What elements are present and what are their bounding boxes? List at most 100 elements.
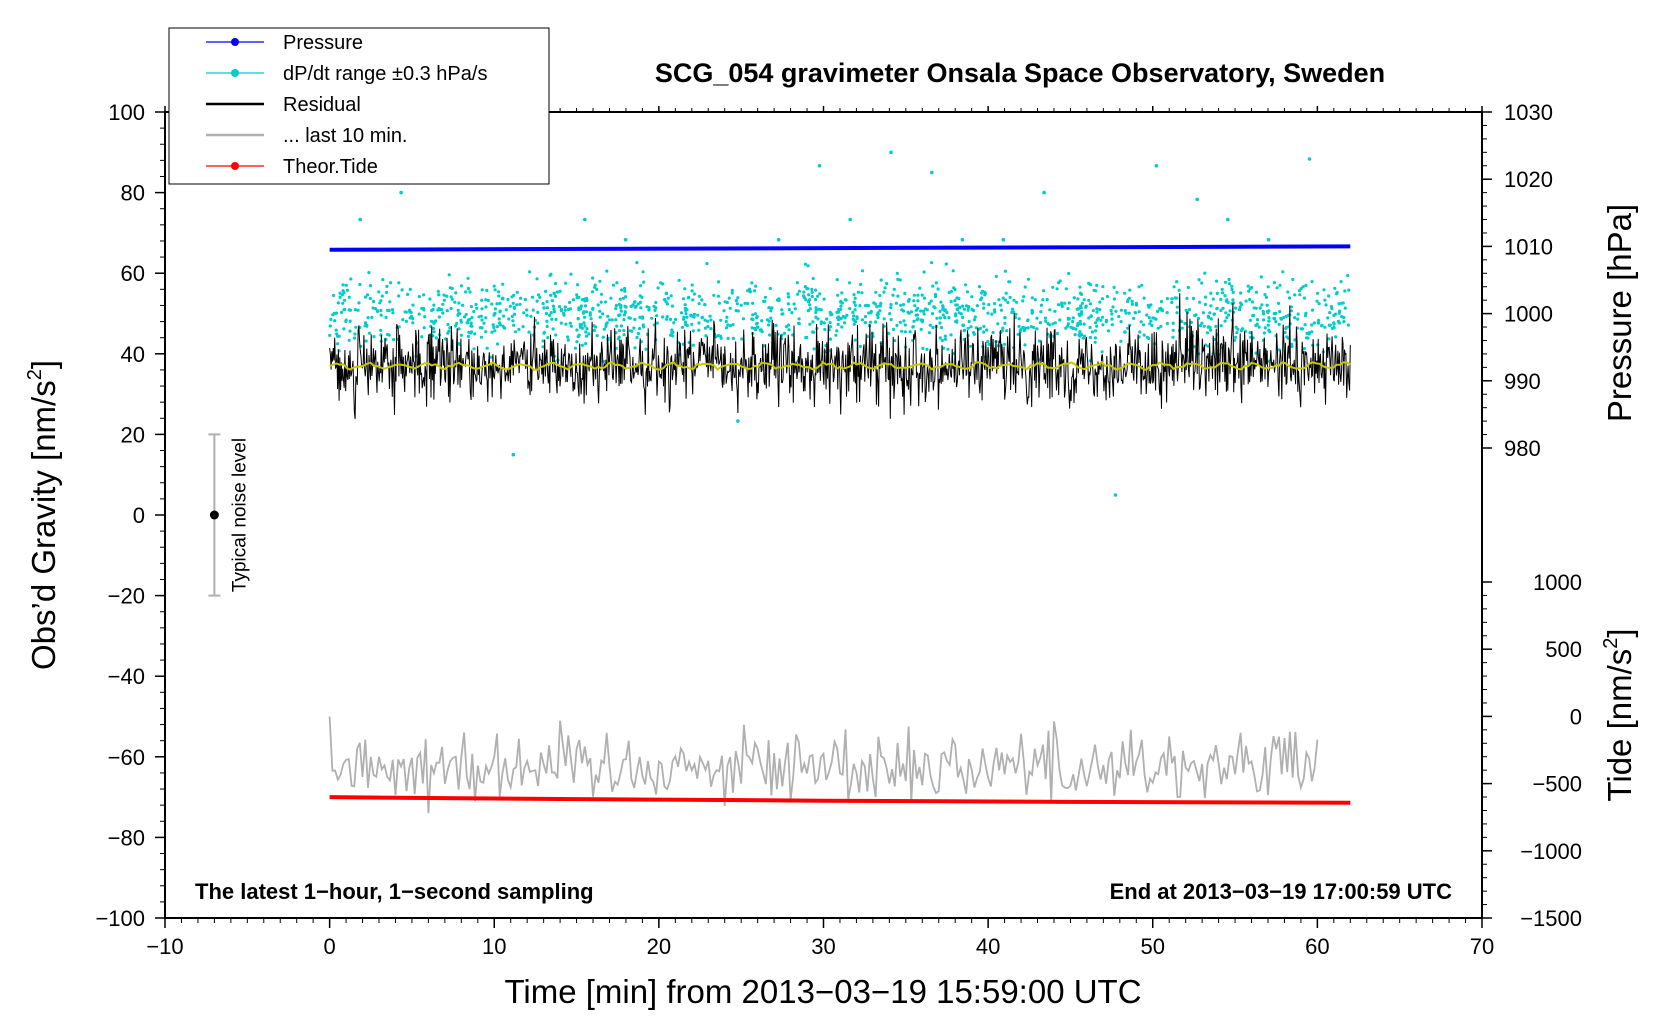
dpdt-point <box>1185 296 1189 300</box>
dpdt-point <box>666 296 670 300</box>
dpdt-point <box>808 322 812 326</box>
dpdt-point <box>363 321 368 325</box>
dpdt-point <box>1227 277 1231 282</box>
dpdt-point <box>445 294 449 298</box>
dpdt-point <box>1067 301 1071 305</box>
dpdt-point <box>1088 302 1092 306</box>
dpdt-point <box>1145 335 1150 339</box>
dpdt-point <box>1030 311 1034 315</box>
dpdt-point <box>931 326 935 330</box>
dpdt-point <box>589 317 593 321</box>
dpdt-point <box>609 296 613 300</box>
dpdt-point <box>568 307 573 311</box>
dpdt-point <box>535 277 539 281</box>
dpdt-point <box>1310 323 1314 327</box>
dpdt-point <box>1255 322 1259 326</box>
dpdt-point <box>390 308 395 312</box>
dpdt-point <box>959 312 963 316</box>
dpdt-point <box>692 292 697 296</box>
dpdt-point <box>545 306 550 310</box>
dpdt-point <box>1152 316 1157 320</box>
dpdt-point <box>1076 297 1080 301</box>
dpdt-point <box>1221 306 1225 310</box>
dpdt-point <box>1078 285 1082 289</box>
x-tick-label-0: −10 <box>146 934 183 959</box>
dpdt-point <box>1075 307 1079 311</box>
dpdt-point <box>1317 302 1321 306</box>
tide-axis: 1000 500 0 −500 −1000 −1500 <box>1482 570 1582 931</box>
dpdt-outlier <box>1307 157 1312 161</box>
dpdt-point <box>437 315 441 319</box>
dpdt-point <box>955 308 960 312</box>
dpdt-outlier <box>358 217 363 222</box>
dpdt-point <box>734 299 739 303</box>
dpdt-point <box>1267 316 1271 320</box>
dpdt-point <box>347 308 351 312</box>
dpdt-point <box>450 297 454 301</box>
dpdt-point <box>391 311 395 315</box>
dpdt-point <box>840 301 844 305</box>
x-tick-label-1: 0 <box>324 934 336 959</box>
dpdt-point <box>1014 312 1018 316</box>
dpdt-point <box>549 311 553 315</box>
dpdt-point <box>387 308 391 313</box>
dpdt-point <box>1330 307 1334 311</box>
dpdt-point <box>804 335 808 340</box>
dpdt-point <box>1023 343 1027 347</box>
dpdt-point <box>545 319 549 323</box>
dpdt-point <box>1255 318 1260 322</box>
dpdt-point <box>1045 297 1049 302</box>
dpdt-point <box>370 315 374 319</box>
dpdt-point <box>1291 277 1295 282</box>
dpdt-point <box>1278 309 1282 314</box>
dpdt-point <box>573 346 578 350</box>
dpdt-point <box>931 284 935 288</box>
dpdt-point <box>912 299 916 303</box>
dpdt-point <box>1233 306 1238 310</box>
dpdt-point <box>576 335 580 339</box>
dpdt-point <box>623 286 627 291</box>
dpdt-point <box>1244 299 1248 303</box>
dpdt-point <box>955 296 959 300</box>
dpdt-point <box>966 308 970 312</box>
dpdt-point <box>583 304 588 308</box>
dpdt-point <box>935 316 939 320</box>
dpdt-point <box>622 333 626 337</box>
y-axis-title-main: Obs’d Gravity [nm/s <box>25 380 62 670</box>
dpdt-point <box>895 323 899 327</box>
dpdt-point <box>683 287 687 291</box>
dpdt-point <box>987 303 991 307</box>
dpdt-point <box>563 305 567 309</box>
dpdt-point <box>938 316 942 320</box>
dpdt-point <box>1248 297 1252 302</box>
dpdt-point <box>997 298 1001 302</box>
dpdt-point <box>470 315 474 320</box>
dpdt-point <box>1302 296 1306 300</box>
dpdt-point <box>966 326 970 330</box>
dpdt-point <box>685 315 689 319</box>
dpdt-point <box>899 303 903 307</box>
dpdt-point <box>1035 327 1039 331</box>
dpdt-point <box>624 295 628 299</box>
dpdt-point <box>1266 323 1270 327</box>
dpdt-point <box>343 298 347 302</box>
dpdt-point <box>1236 327 1240 331</box>
dpdt-point <box>1187 308 1191 312</box>
dpdt-point <box>804 298 808 302</box>
dpdt-point <box>566 335 570 339</box>
dpdt-point <box>835 316 840 320</box>
dpdt-point <box>459 284 463 288</box>
dpdt-point <box>1170 297 1174 301</box>
dpdt-point <box>545 300 549 304</box>
dpdt-point <box>1177 288 1181 292</box>
dpdt-point <box>480 288 484 292</box>
dpdt-point <box>338 295 342 299</box>
dpdt-point <box>1110 312 1114 316</box>
dpdt-point <box>697 328 701 332</box>
dpdt-point <box>1246 284 1250 288</box>
dpdt-point <box>1302 347 1306 351</box>
dpdt-outlier <box>930 170 934 175</box>
dpdt-point <box>1197 278 1201 282</box>
dpdt-point <box>1010 307 1015 311</box>
dpdt-point <box>498 323 502 327</box>
